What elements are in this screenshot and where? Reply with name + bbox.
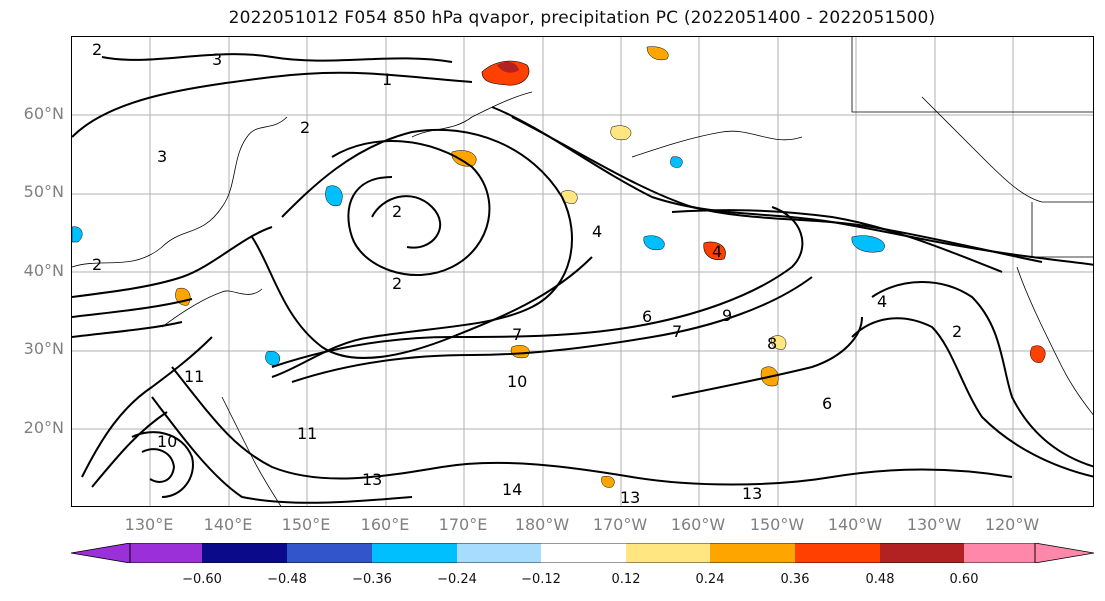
colorbar-tick: −0.12 bbox=[521, 572, 561, 587]
colorbar-segment bbox=[541, 543, 626, 563]
colorbar-segment bbox=[372, 543, 457, 563]
svg-text:2: 2 bbox=[92, 40, 102, 59]
svg-text:8: 8 bbox=[767, 334, 777, 353]
svg-text:10: 10 bbox=[157, 432, 177, 451]
svg-text:7: 7 bbox=[672, 322, 682, 341]
lon-label-170e: 170°E bbox=[438, 515, 488, 534]
svg-text:4: 4 bbox=[592, 222, 602, 241]
colorbar-tick: 0.12 bbox=[611, 572, 641, 587]
colorbar-tick: −0.60 bbox=[182, 572, 222, 587]
lat-label-20n: 20°N bbox=[23, 418, 64, 437]
svg-text:6: 6 bbox=[642, 307, 652, 326]
svg-text:13: 13 bbox=[362, 470, 382, 489]
colorbar-tick: −0.24 bbox=[437, 572, 477, 587]
svg-text:7: 7 bbox=[512, 325, 522, 344]
svg-text:11: 11 bbox=[184, 367, 204, 386]
lon-label-120w: 120°W bbox=[984, 515, 1040, 534]
colorbar-segment bbox=[287, 543, 372, 563]
svg-text:11: 11 bbox=[297, 424, 317, 443]
lon-label-140e: 140°E bbox=[203, 515, 253, 534]
svg-text:2: 2 bbox=[300, 118, 310, 137]
graticule bbox=[72, 37, 1093, 506]
colorbar-tick: −0.48 bbox=[267, 572, 307, 587]
svg-text:3: 3 bbox=[157, 147, 167, 166]
svg-text:9: 9 bbox=[722, 306, 732, 325]
colorbar-segment bbox=[457, 543, 541, 563]
lon-label-180w: 180°W bbox=[514, 515, 570, 534]
contour-labels: 1 2 3 2 3 2 2 4 4 4 6 6 7 7 8 9 10 11 11… bbox=[92, 40, 962, 507]
svg-text:2: 2 bbox=[92, 255, 102, 274]
colorbar-tick: 0.24 bbox=[695, 572, 725, 587]
lon-label-160e: 160°E bbox=[360, 515, 410, 534]
svg-text:2: 2 bbox=[392, 274, 402, 293]
map-panel[interactable]: 1 2 3 2 3 2 2 4 4 4 6 6 7 7 8 9 10 11 11… bbox=[71, 36, 1094, 507]
colorbar bbox=[71, 543, 1094, 563]
colorbar-segment bbox=[202, 543, 287, 563]
lat-label-50n: 50°N bbox=[23, 182, 64, 201]
lon-label-140w: 140°W bbox=[827, 515, 883, 534]
colorbar-tick: −0.36 bbox=[352, 572, 392, 587]
lon-label-170w: 170°W bbox=[592, 515, 648, 534]
svg-text:14: 14 bbox=[502, 480, 522, 499]
lon-label-130e: 130°E bbox=[124, 515, 174, 534]
colorbar-segment bbox=[880, 543, 964, 563]
colorbar-tick: 0.36 bbox=[780, 572, 810, 587]
svg-text:4: 4 bbox=[712, 242, 722, 261]
svg-text:1: 1 bbox=[382, 70, 392, 89]
colorbar-segment bbox=[964, 543, 1035, 563]
svg-text:2: 2 bbox=[392, 202, 402, 221]
colorbar-segment bbox=[130, 543, 202, 563]
precip-fills bbox=[72, 46, 1046, 488]
svg-text:13: 13 bbox=[742, 484, 762, 503]
colorbar-tick: 0.48 bbox=[865, 572, 895, 587]
map-title: 2022051012 F054 850 hPa qvapor, precipit… bbox=[228, 8, 936, 28]
lon-label-150e: 150°E bbox=[281, 515, 331, 534]
svg-text:13: 13 bbox=[620, 488, 640, 507]
svg-text:6: 6 bbox=[822, 394, 832, 413]
svg-text:3: 3 bbox=[212, 50, 222, 69]
lon-label-160w: 160°W bbox=[670, 515, 726, 534]
qvapor-contours bbox=[72, 53, 1093, 504]
svg-text:2: 2 bbox=[952, 322, 962, 341]
lat-label-40n: 40°N bbox=[23, 261, 64, 280]
lon-label-150w: 150°W bbox=[749, 515, 805, 534]
colorbar-segment bbox=[710, 543, 795, 563]
colorbar-segment bbox=[795, 543, 880, 563]
svg-text:4: 4 bbox=[877, 292, 887, 311]
colorbar-segment bbox=[626, 543, 710, 563]
lat-label-30n: 30°N bbox=[23, 339, 64, 358]
colorbar-tick: 0.60 bbox=[949, 572, 979, 587]
lon-label-130w: 130°W bbox=[906, 515, 962, 534]
svg-text:10: 10 bbox=[507, 372, 527, 391]
map-canvas: 1 2 3 2 3 2 2 4 4 4 6 6 7 7 8 9 10 11 11… bbox=[72, 37, 1093, 507]
lat-label-60n: 60°N bbox=[23, 104, 64, 123]
